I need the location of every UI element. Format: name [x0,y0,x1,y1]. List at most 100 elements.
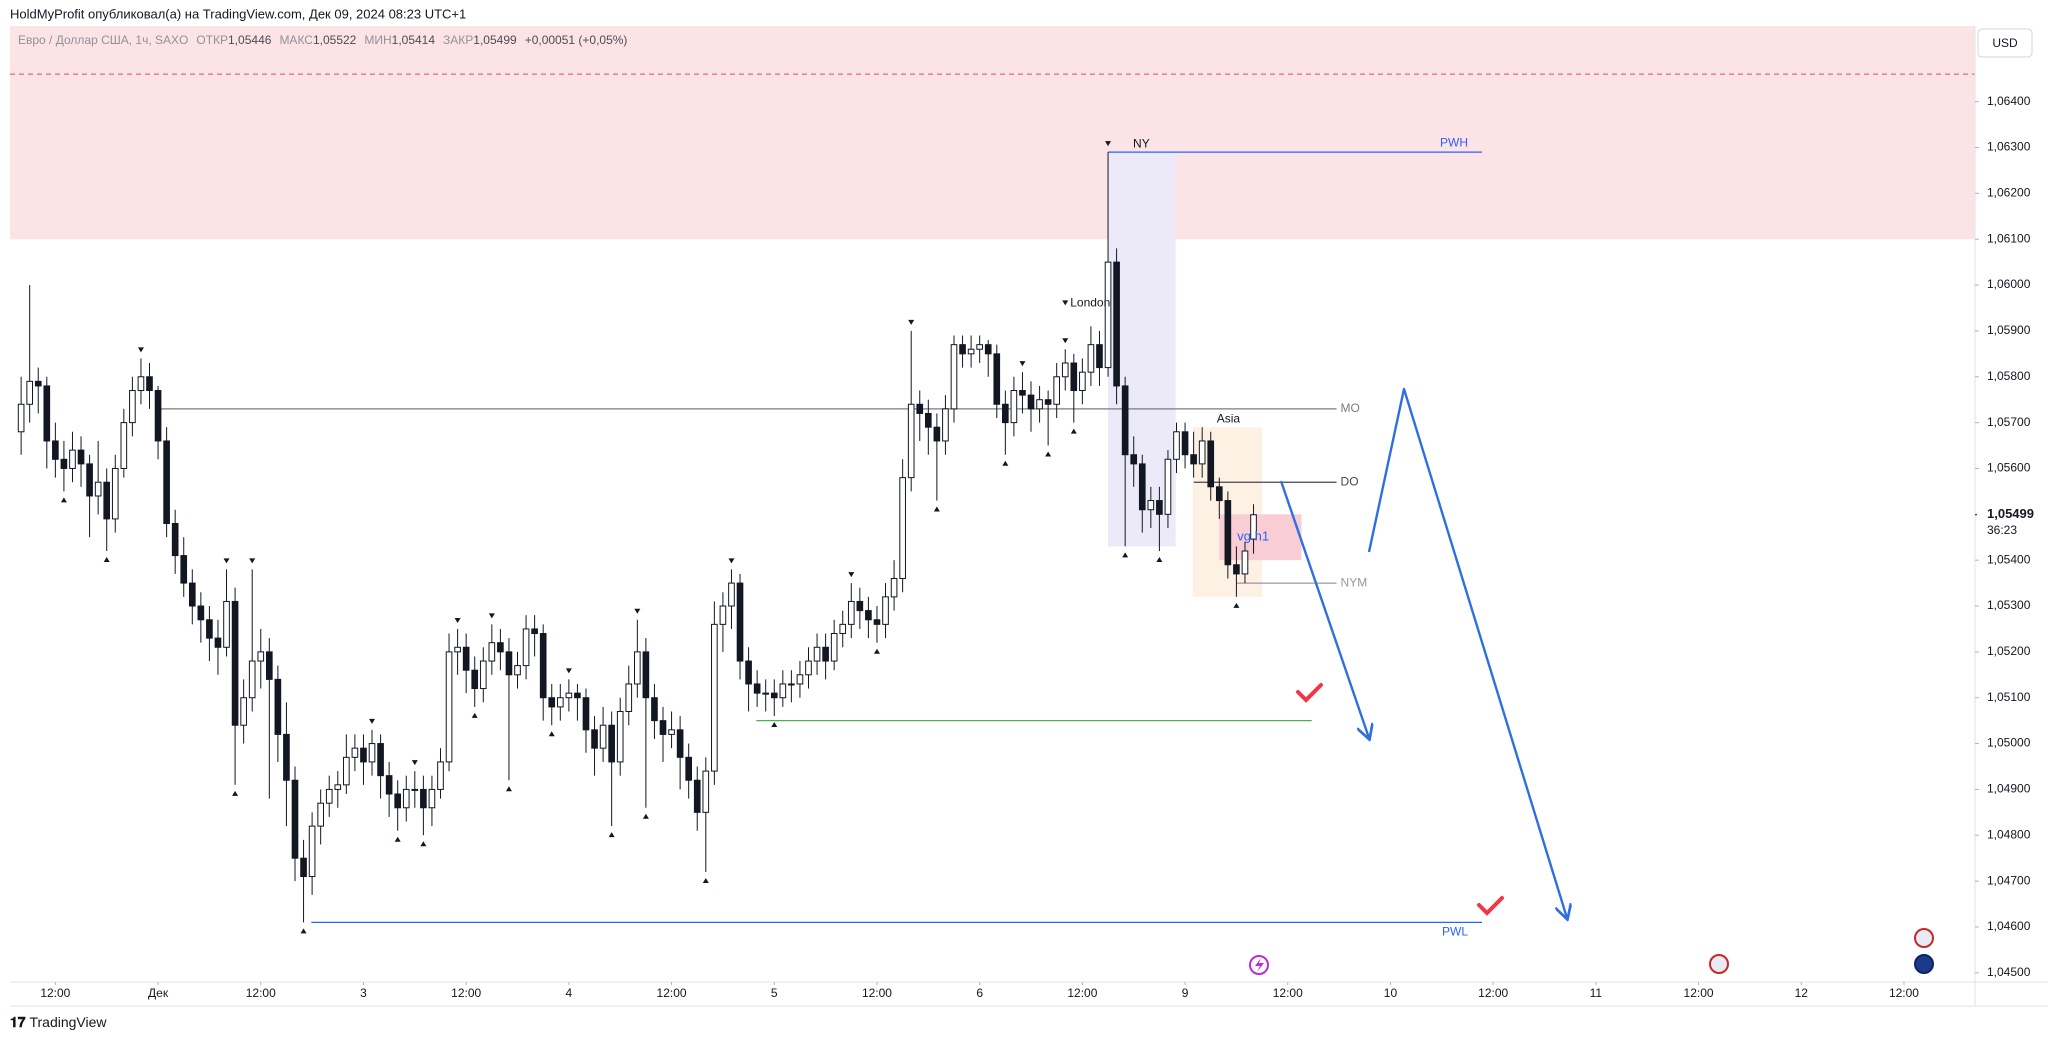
candle-body [762,692,770,695]
x-tick-label: 6 [976,986,983,1000]
event-icon-glyph [1255,958,1264,972]
candle-body [548,697,556,708]
candle-body [60,458,68,469]
candle-body [368,743,376,763]
x-tick-label: 12 [1795,986,1809,1000]
candle-body [308,825,316,878]
candle-body [146,376,153,392]
candle-body [993,353,1001,405]
y-tick-label: 1,04500 [1987,965,2031,979]
x-tick-label: 11 [1590,986,1603,1000]
session-box [1219,514,1302,561]
candle-body [830,633,838,662]
fractal-marker [300,928,307,934]
level-label: MO [1341,401,1360,415]
event-flag[interactable] [1914,928,1934,948]
candle-body [942,408,949,442]
fractal-marker [471,712,478,718]
fractal-marker [933,506,940,512]
candle-body [676,729,684,758]
candle-body [334,784,342,790]
last-price-label: 1,05499 [1987,506,2034,521]
candle-body [1156,500,1163,515]
candle-body [1121,385,1129,456]
brand-logo: 𝟏𝟕 TradingView [10,1014,107,1030]
candle-body [1181,431,1189,456]
candle-body [659,720,667,735]
candle-body [556,697,564,708]
y-tick-label: 1,06300 [1987,140,2031,154]
brand-name: TradingView [29,1014,107,1030]
y-tick-label: 1,04600 [1987,919,2031,933]
annotation-marker [1062,300,1069,306]
candle-body [291,779,299,859]
fractal-marker [728,558,735,564]
fractal-marker [411,760,418,766]
event-flag[interactable] [1914,954,1934,974]
candle-body [651,697,658,722]
candle-body [86,463,93,497]
x-tick-label: 12:00 [1067,986,1097,1000]
candle-body [599,724,607,749]
currency-button[interactable] [1977,28,2033,58]
ohlc-label: ОТКР [196,33,228,47]
candle-body [984,344,992,355]
ohlc-label: МАКС [279,33,313,47]
candle-body [402,788,410,809]
candle-body [950,344,958,410]
candle-body [103,481,111,520]
session-label: Asia [1217,411,1241,425]
y-tick-label: 1,05100 [1987,690,2031,704]
candle-body [1198,440,1206,465]
x-tick-label: 4 [566,986,573,1000]
candle-body [257,651,265,662]
candle-body [1147,500,1155,511]
candle-body [188,582,196,607]
candle-body [522,628,530,667]
ohlc-value: 1,05446 [228,33,272,47]
fractal-marker [137,347,144,353]
candle-body [907,403,915,479]
candle-body [317,802,324,827]
fractal-marker [908,319,915,325]
candle-body [428,788,436,809]
x-tick-label: 12:00 [1684,986,1714,1000]
supply-zone [10,26,1975,240]
candle-body [505,651,513,676]
fractal-marker [771,722,778,728]
author-line: HoldMyProfit опубликовал(а) на TradingVi… [10,6,466,21]
candle-body [1130,454,1138,465]
fractal-marker [548,731,555,737]
candle-body [34,380,42,387]
candle-body [728,582,735,607]
x-tick-label: 10 [1384,986,1398,1000]
candle-body [770,692,778,699]
ohlc-label: ЗАКР [443,33,473,47]
candle-body [223,600,230,648]
x-tick-label: 12:00 [451,986,481,1000]
candle-body [385,775,393,795]
candle-body [711,623,718,772]
candle-body [531,628,538,635]
candle-body [360,747,367,763]
annotation-label: London [1070,296,1110,310]
fractal-marker [873,648,880,654]
fractal-marker [565,668,572,674]
y-tick-label: 1,06200 [1987,186,2031,200]
candle-body [1053,376,1061,405]
candle-body [325,788,333,804]
pane: PWH PWL MO DO NYM NY Asia vg h1 London [17,135,1468,939]
candle-body [779,683,787,699]
candle-body [719,605,727,625]
candle-body [411,788,419,791]
event-flag[interactable] [1709,954,1729,974]
candle-body [1164,458,1172,515]
candle-body [163,440,170,524]
candle-body [1061,362,1069,378]
candle-body [822,646,829,662]
candle-body [265,651,273,680]
ohlc-value: 1,05499 [473,33,517,47]
candle-body [625,683,633,712]
symbol-title: Евро / Доллар США, 1ч, SAXO [18,33,188,47]
